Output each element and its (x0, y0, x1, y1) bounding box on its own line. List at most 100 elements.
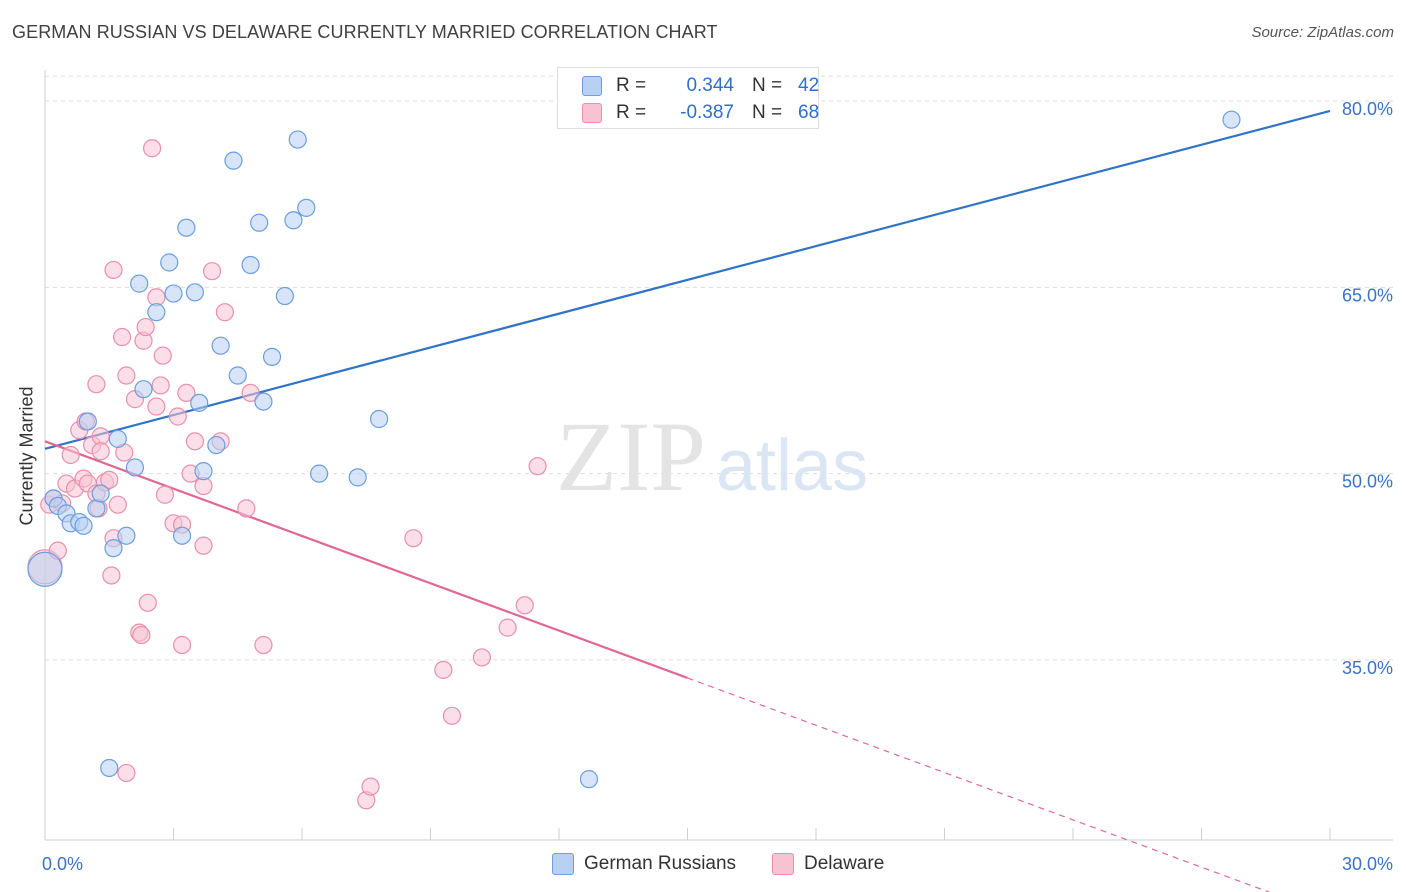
legend-n-label: N = (752, 75, 783, 96)
blue-data-point (224, 151, 243, 170)
pink-data-point (237, 499, 256, 518)
pink-data-point (104, 260, 123, 280)
correlation-legend: R = 0.344 N = 42 R = -0.387 N = 68 (557, 67, 819, 129)
pink-data-point (498, 618, 517, 637)
legend-r-value: -0.387 (680, 102, 734, 123)
pink-data-point (215, 303, 234, 322)
pink-data-point (136, 317, 155, 337)
data-points (27, 110, 1241, 810)
pink-data-point (185, 432, 205, 451)
pink-data-point (172, 635, 192, 655)
y-tick-label: 35.0% (1342, 658, 1393, 678)
blue-data-point (284, 211, 303, 230)
legend-r-value: 0.344 (686, 75, 734, 96)
axes (44, 70, 1393, 841)
pink-data-point (202, 262, 222, 281)
blue-data-point (125, 458, 145, 477)
pink-data-point (138, 593, 157, 612)
pink-data-point (194, 536, 213, 555)
pink-data-point (117, 763, 136, 783)
legend-row-german-russians: R = 0.344 N = 42 (582, 74, 819, 98)
pink-data-point (515, 596, 534, 615)
blue-data-point (241, 255, 260, 275)
blue-data-point (87, 499, 106, 518)
blue-data-point (190, 393, 209, 412)
pink-data-point (102, 566, 121, 585)
blue-data-point (147, 303, 166, 322)
series-label: Delaware (804, 853, 885, 874)
blue-data-point (74, 516, 93, 535)
blue-data-point (348, 468, 367, 487)
watermark-atlas: atlas (716, 426, 868, 506)
pink-data-point (168, 407, 187, 426)
watermark-zip: ZIP (556, 401, 706, 512)
blue-data-point (310, 464, 329, 483)
x-tick-label: 0.0% (42, 854, 83, 874)
pink-data-point (117, 366, 136, 385)
blue-data-point (78, 412, 97, 431)
blue-data-point (164, 284, 183, 303)
blue-data-point (91, 484, 110, 503)
series-label: German Russians (584, 853, 737, 874)
blue-data-point (370, 409, 389, 429)
pink-data-point (132, 625, 151, 645)
blue-data-point (108, 429, 127, 448)
blue-data-point (100, 758, 119, 778)
pink-data-point (442, 706, 462, 725)
legend-r-label: R = (616, 102, 647, 123)
pink-data-point (528, 457, 547, 476)
y-axis-label: Currently Married (16, 386, 37, 526)
blue-data-point (297, 198, 316, 217)
blue-data-point (185, 283, 205, 302)
series-legend-german-russians: German Russians (552, 851, 736, 877)
pink-data-point (61, 445, 80, 465)
chart-title: GERMAN RUSSIAN VS DELAWARE CURRENTLY MAR… (12, 22, 718, 42)
tick-labels: 80.0% 65.0% 50.0% 35.0% 0.0% 30.0% (42, 99, 1393, 874)
pink-data-point (241, 383, 260, 403)
blue-data-point (254, 392, 273, 411)
series-legend-delaware: Delaware (772, 851, 884, 877)
series-swatch-blue (552, 853, 574, 875)
legend-n-label: N = (752, 102, 783, 123)
legend-swatch-blue (582, 76, 602, 96)
pink-data-point (142, 139, 162, 158)
pink-data-point (147, 397, 166, 416)
y-tick-label: 80.0% (1342, 99, 1393, 119)
x-tick-label: 30.0% (1342, 854, 1393, 874)
blue-data-point (262, 347, 282, 366)
blue-data-point (288, 130, 307, 149)
blue-data-point (160, 253, 179, 272)
y-tick-label: 50.0% (1342, 472, 1393, 492)
watermark: ZIP atlas (556, 401, 868, 512)
y-tick-label: 65.0% (1342, 285, 1393, 305)
pink-data-point (91, 442, 110, 461)
pink-trend-line-extension (687, 677, 1271, 892)
pink-trend-line (44, 440, 688, 679)
pink-data-point (100, 470, 119, 489)
blue-data-point (27, 551, 63, 587)
chart-source: Source: ZipAtlas.com (1251, 24, 1394, 41)
blue-data-point (211, 336, 230, 355)
pink-data-point (87, 375, 106, 394)
legend-swatch-pink (582, 103, 602, 123)
pink-data-point (153, 346, 172, 365)
blue-data-point (177, 218, 196, 237)
legend-r-label: R = (616, 75, 647, 96)
legend-n-value: 68 (798, 102, 820, 123)
pink-data-point (434, 660, 453, 679)
legend-row-delaware: R = -0.387 N = 68 (582, 101, 819, 125)
blue-data-point (250, 213, 269, 232)
blue-data-point (275, 286, 294, 306)
blue-data-point (117, 526, 136, 545)
pink-data-point (151, 376, 170, 395)
pink-data-point (108, 495, 127, 514)
series-swatch-pink (772, 853, 794, 875)
pink-data-point (472, 648, 491, 667)
pink-data-point (404, 529, 423, 548)
pink-data-point (254, 635, 273, 655)
pink-data-point (361, 777, 380, 796)
pink-data-point (112, 327, 132, 347)
legend-n-value: 42 (798, 75, 820, 96)
blue-data-point (104, 539, 123, 558)
